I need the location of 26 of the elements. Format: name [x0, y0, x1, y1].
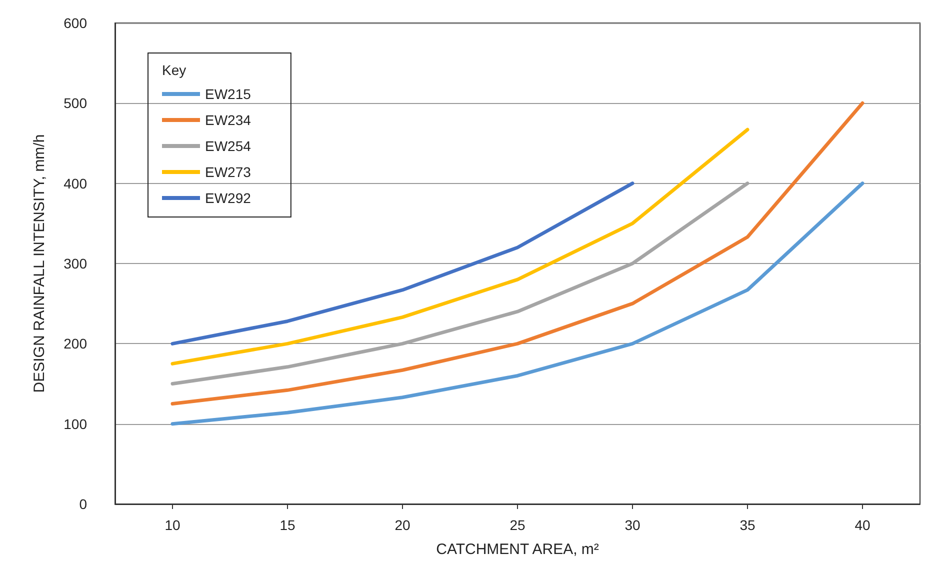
y-tick-label: 600	[64, 15, 88, 31]
y-tick-label: 100	[64, 416, 88, 432]
y-tick-label: 300	[64, 256, 88, 272]
line-series	[170, 101, 864, 406]
x-tick-label: 15	[280, 517, 296, 533]
line-series	[170, 182, 634, 346]
x-tick-label: 30	[624, 517, 640, 533]
line-series	[170, 128, 750, 366]
legend-label: EW234	[205, 112, 252, 128]
y-tick-label: 200	[64, 336, 88, 352]
x-axis-title: CATCHMENT AREA, m²	[436, 541, 599, 558]
y-tick-label: 0	[79, 496, 88, 512]
legend-label: EW292	[205, 190, 252, 206]
x-tick-label: 35	[740, 517, 756, 533]
x-tick-label: 25	[510, 517, 526, 533]
legend-label: EW215	[205, 86, 252, 102]
legend-label: EW254	[205, 138, 252, 154]
y-tick-label: 500	[64, 95, 88, 112]
legend-title: Key	[162, 62, 186, 78]
x-tick-label: 10	[164, 517, 180, 533]
y-axis-title: DESIGN RAINFALL INTENSITY, mm/h	[31, 134, 48, 393]
line-series	[170, 182, 864, 426]
y-tick-label: 400	[64, 175, 88, 192]
x-tick-label: 20	[394, 517, 410, 533]
legend-label: EW273	[205, 164, 252, 180]
x-tick-label: 40	[854, 517, 870, 533]
